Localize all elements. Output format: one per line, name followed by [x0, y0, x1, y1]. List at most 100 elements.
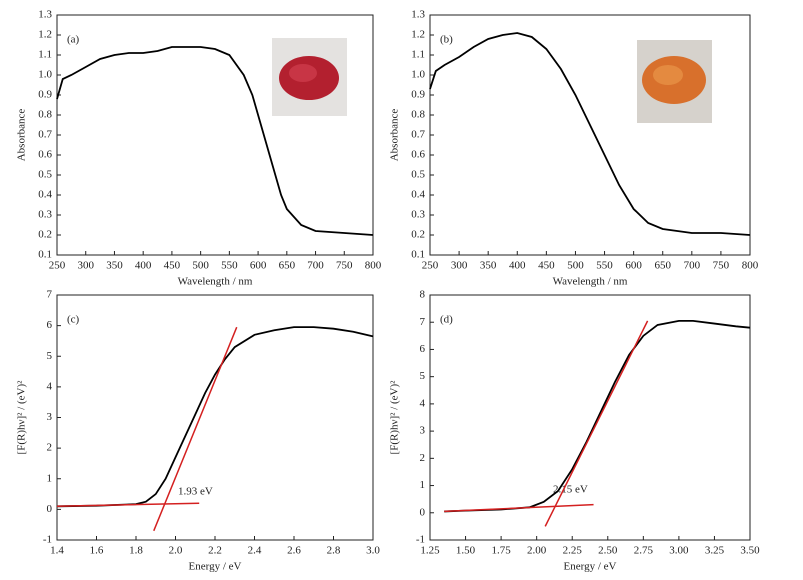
fit-line	[444, 503, 594, 513]
x-tick-label: 3.0	[366, 545, 380, 557]
fit-line	[544, 320, 649, 527]
y-tick-label: 0.8	[411, 109, 425, 121]
x-tick-label: 1.4	[50, 545, 64, 557]
x-tick-label: 550	[221, 260, 238, 272]
y-tick-label: 1.0	[411, 69, 425, 81]
panel-label: (d)	[440, 314, 453, 326]
x-tick-label: 500	[192, 260, 209, 272]
y-tick-label: 7	[47, 289, 53, 301]
x-tick-label: 750	[336, 260, 353, 272]
x-axis-title: Wavelength / nm	[553, 276, 628, 288]
y-tick-label: 0.6	[411, 149, 425, 161]
x-tick-label: 1.50	[456, 545, 476, 557]
x-tick-label: 700	[684, 260, 701, 272]
y-tick-label: 7	[420, 316, 426, 328]
data-curve	[56, 326, 374, 508]
x-tick-label: 500	[567, 260, 584, 272]
y-tick-label: 2	[420, 452, 426, 464]
y-tick-label: 0.9	[38, 89, 52, 101]
x-tick-label: 2.2	[208, 545, 222, 557]
x-tick-label: 3.00	[669, 545, 689, 557]
y-axis-title: Absorbance	[16, 109, 28, 162]
y-tick-label: 3	[420, 425, 426, 437]
y-tick-label: 0.5	[411, 169, 425, 181]
x-axis-title: Wavelength / nm	[178, 276, 253, 288]
y-tick-label: 1.3	[38, 9, 52, 21]
data-curve	[56, 46, 374, 236]
y-tick-label: 0.6	[38, 149, 52, 161]
x-tick-label: 650	[654, 260, 671, 272]
y-tick-label: 0	[47, 503, 53, 515]
x-axis-title: Energy / eV	[189, 561, 242, 573]
y-tick-label: 6	[420, 343, 426, 355]
y-tick-label: 0.7	[411, 129, 425, 141]
y-axis-title: [F(R)hν]² / (eV)²	[389, 380, 401, 455]
x-tick-label: 1.25	[420, 545, 440, 557]
data-curve	[444, 319, 751, 513]
x-tick-label: 450	[538, 260, 555, 272]
x-tick-label: 350	[106, 260, 123, 272]
panel-label: (c)	[67, 314, 80, 326]
fit-line	[153, 326, 238, 532]
y-tick-label: 0	[420, 506, 426, 518]
x-tick-label: 750	[713, 260, 730, 272]
x-tick-label: 2.50	[598, 545, 618, 557]
annotation: 1.93 eV	[178, 486, 213, 498]
y-tick-label: 1.0	[38, 69, 52, 81]
x-tick-label: 550	[596, 260, 613, 272]
x-tick-label: 3.25	[705, 545, 725, 557]
y-tick-label: 4	[47, 380, 53, 392]
x-tick-label: 650	[279, 260, 296, 272]
panel-label: (a)	[67, 34, 80, 46]
x-tick-label: 1.75	[491, 545, 511, 557]
y-tick-label: 5	[420, 370, 426, 382]
y-tick-label: 1.3	[411, 9, 425, 21]
y-tick-label: 1.2	[38, 29, 52, 41]
powder-highlight	[653, 65, 683, 85]
x-tick-label: 700	[307, 260, 324, 272]
y-tick-label: 6	[47, 319, 53, 331]
x-tick-label: 2.00	[527, 545, 547, 557]
y-tick-label: 1.1	[411, 49, 425, 61]
x-tick-label: 800	[742, 260, 759, 272]
y-tick-label: 0.4	[38, 189, 52, 201]
x-tick-label: 1.6	[90, 545, 104, 557]
y-tick-label: 0.4	[411, 189, 425, 201]
x-tick-label: 300	[451, 260, 468, 272]
y-tick-label: 1.2	[411, 29, 425, 41]
y-tick-label: 1	[420, 479, 426, 491]
x-tick-label: 300	[77, 260, 94, 272]
x-tick-label: 250	[422, 260, 439, 272]
inset-photo-b	[637, 40, 712, 123]
y-tick-label: 1.1	[38, 49, 52, 61]
y-tick-label: 0.9	[411, 89, 425, 101]
panel-label: (b)	[440, 34, 453, 46]
y-tick-label: 5	[47, 350, 53, 362]
powder-highlight	[289, 64, 317, 82]
y-tick-label: 0.3	[411, 209, 425, 221]
y-tick-label: 0.7	[38, 129, 52, 141]
y-tick-label: 2	[47, 442, 53, 454]
y-tick-label: -1	[416, 534, 425, 546]
x-tick-label: 2.8	[327, 545, 341, 557]
x-tick-label: 800	[365, 260, 382, 272]
y-tick-label: 1	[47, 472, 53, 484]
y-axis-title: Absorbance	[389, 109, 401, 162]
inset-photo-a	[272, 38, 347, 116]
x-tick-label: 400	[509, 260, 526, 272]
y-tick-label: 3	[47, 411, 53, 423]
x-tick-label: 2.25	[563, 545, 583, 557]
x-tick-label: 2.4	[248, 545, 262, 557]
x-tick-label: 3.50	[740, 545, 760, 557]
x-tick-label: 2.0	[169, 545, 183, 557]
fit-line	[56, 502, 200, 508]
y-tick-label: 8	[420, 289, 426, 301]
x-tick-label: 600	[625, 260, 642, 272]
x-tick-label: 2.6	[287, 545, 301, 557]
data-curve	[429, 32, 751, 236]
y-tick-label: 0.5	[38, 169, 52, 181]
y-tick-label: -1	[43, 534, 52, 546]
x-tick-label: 400	[135, 260, 152, 272]
x-tick-label: 350	[480, 260, 497, 272]
